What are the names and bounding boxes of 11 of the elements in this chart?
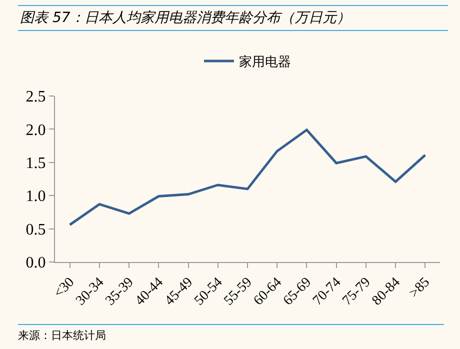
y-tick-label: 1.0	[26, 188, 46, 206]
x-tick-label: >85	[406, 274, 433, 302]
source-note: 来源：日本统计局	[18, 324, 444, 343]
y-tick-label: 2.5	[26, 88, 46, 106]
y-tick-label: 1.5	[26, 155, 46, 172]
chart-title: 图表 57：日本人均家用电器消费年龄分布（万日元）	[18, 5, 448, 31]
y-tick-label: 2.0	[26, 122, 46, 139]
line-series	[68, 128, 426, 226]
legend-label: 家用电器	[239, 54, 291, 70]
y-tick-label: 0.0	[26, 254, 46, 272]
y-tick-label: 0.5	[26, 221, 46, 238]
